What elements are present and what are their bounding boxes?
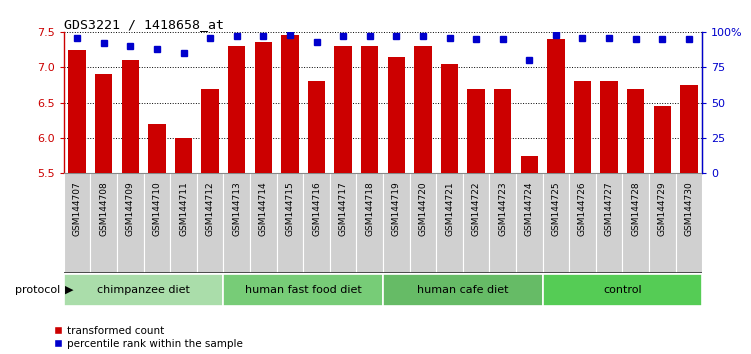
Text: GSM144707: GSM144707	[73, 181, 82, 236]
Text: GSM144723: GSM144723	[498, 181, 507, 236]
Bar	[357, 173, 383, 273]
Text: GSM144727: GSM144727	[605, 181, 614, 236]
Bar	[197, 173, 224, 273]
Bar	[175, 138, 192, 173]
Text: GSM144726: GSM144726	[578, 181, 587, 236]
Bar	[308, 81, 325, 173]
Bar	[224, 173, 250, 273]
Text: GSM144728: GSM144728	[631, 181, 640, 236]
Text: GSM144720: GSM144720	[418, 181, 427, 236]
Bar	[516, 173, 543, 273]
Text: GSM144708: GSM144708	[99, 181, 108, 236]
Bar	[255, 42, 272, 173]
Text: GSM144730: GSM144730	[684, 181, 693, 236]
Text: GSM144709: GSM144709	[126, 181, 135, 236]
Bar	[282, 35, 299, 173]
Bar	[170, 173, 197, 273]
Text: GDS3221 / 1418658_at: GDS3221 / 1418658_at	[64, 18, 224, 31]
Bar	[250, 173, 276, 273]
Bar	[201, 88, 219, 173]
Bar	[490, 173, 516, 273]
Bar	[117, 173, 143, 273]
Text: GSM144713: GSM144713	[232, 181, 241, 236]
Bar	[574, 81, 591, 173]
Bar	[441, 64, 458, 173]
Bar	[303, 173, 330, 273]
Legend: transformed count, percentile rank within the sample: transformed count, percentile rank withi…	[54, 326, 243, 349]
Text: GSM144725: GSM144725	[551, 181, 560, 236]
Text: chimpanzee diet: chimpanzee diet	[97, 285, 190, 295]
Text: GSM144711: GSM144711	[179, 181, 188, 236]
Bar	[601, 81, 618, 173]
Bar	[623, 173, 649, 273]
Bar	[276, 173, 303, 273]
Bar	[543, 173, 569, 273]
Bar	[415, 46, 432, 173]
Bar	[148, 124, 165, 173]
Bar	[569, 173, 596, 273]
Bar	[122, 60, 139, 173]
Bar	[224, 274, 383, 306]
Text: GSM144719: GSM144719	[392, 181, 401, 236]
Bar	[547, 39, 565, 173]
Text: ▶: ▶	[65, 285, 74, 295]
Bar	[330, 173, 357, 273]
Text: GSM144710: GSM144710	[152, 181, 161, 236]
Text: GSM144716: GSM144716	[312, 181, 321, 236]
Text: control: control	[603, 285, 641, 295]
Bar	[463, 173, 490, 273]
Text: human fast food diet: human fast food diet	[245, 285, 361, 295]
Bar	[653, 106, 671, 173]
Bar	[680, 85, 698, 173]
Bar	[543, 274, 702, 306]
Text: GSM144712: GSM144712	[206, 181, 215, 236]
Bar	[361, 46, 379, 173]
Text: GSM144717: GSM144717	[339, 181, 348, 236]
Bar	[383, 173, 409, 273]
Bar	[68, 50, 86, 173]
Text: GSM144722: GSM144722	[472, 181, 481, 236]
Bar	[409, 173, 436, 273]
Bar	[649, 173, 676, 273]
Bar	[90, 173, 117, 273]
Bar	[334, 46, 351, 173]
Bar	[95, 74, 113, 173]
Bar	[64, 173, 90, 273]
Text: GSM144729: GSM144729	[658, 181, 667, 236]
Bar	[143, 173, 170, 273]
Bar	[383, 274, 542, 306]
Text: protocol: protocol	[15, 285, 60, 295]
Text: GSM144715: GSM144715	[285, 181, 294, 236]
Bar	[64, 274, 224, 306]
Bar	[494, 88, 511, 173]
Bar	[676, 173, 702, 273]
Bar	[388, 57, 405, 173]
Bar	[627, 88, 644, 173]
Bar	[436, 173, 463, 273]
Bar	[467, 88, 484, 173]
Bar	[520, 156, 538, 173]
Text: GSM144721: GSM144721	[445, 181, 454, 236]
Text: GSM144714: GSM144714	[259, 181, 268, 236]
Bar	[228, 46, 246, 173]
Text: GSM144724: GSM144724	[525, 181, 534, 236]
Bar	[596, 173, 623, 273]
Text: human cafe diet: human cafe diet	[417, 285, 508, 295]
Text: GSM144718: GSM144718	[365, 181, 374, 236]
